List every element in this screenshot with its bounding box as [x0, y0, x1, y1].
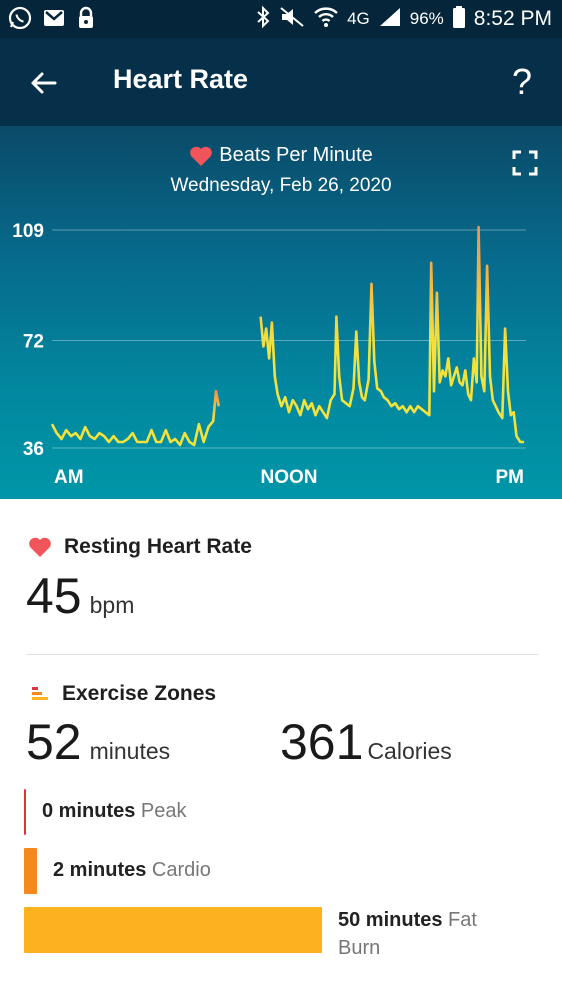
battery-icon — [452, 5, 466, 34]
zone-row-fat-burn: 50 minutes Fat Burn — [24, 907, 518, 962]
exercise-zones-section[interactable]: Exercise Zones 52 minutes 361 Calories 0… — [0, 655, 562, 999]
mute-icon — [279, 6, 305, 33]
zone-cardio-minutes: 2 minutes — [53, 859, 147, 881]
x-tick-label: NOON — [261, 467, 318, 488]
heart-rate-chart[interactable]: 36 72 109 AM NOON PM Beats Per Minute Wednesd… — [0, 126, 562, 499]
status-bar: 4G 96% 8:52 PM — [0, 0, 562, 38]
gmail-icon — [42, 8, 66, 33]
fullscreen-button[interactable] — [512, 150, 538, 176]
zones-icon — [32, 687, 48, 700]
zone-minutes-value: 52 — [26, 714, 82, 770]
wifi-icon — [313, 6, 339, 33]
zone-fat-burn-label-line2: Burn — [338, 937, 381, 959]
calories-unit: Calories — [367, 738, 452, 764]
zone-bar-fat-burn — [24, 907, 322, 953]
clock: 8:52 PM — [473, 7, 552, 30]
help-button[interactable]: ? — [511, 61, 533, 102]
back-arrow-icon — [31, 72, 57, 94]
zone-peak-label: Peak — [140, 800, 187, 822]
exercise-zones-title: Exercise Zones — [62, 682, 217, 705]
back-button[interactable] — [22, 62, 64, 104]
whatsapp-icon — [8, 6, 32, 35]
heart-icon — [29, 537, 51, 557]
fullscreen-icon — [512, 150, 538, 176]
divider — [26, 654, 538, 655]
network-type: 4G — [347, 9, 370, 28]
x-tick-label: AM — [54, 467, 84, 488]
lock-icon — [76, 6, 96, 35]
zone-fat-burn-label-line1: Fat — [448, 909, 477, 931]
zone-cardio-label: Cardio — [151, 859, 211, 881]
zone-bar-peak — [24, 789, 26, 835]
battery-percent: 96% — [409, 9, 444, 28]
chart-title: Beats Per Minute — [219, 144, 373, 166]
y-tick-label: 109 — [12, 221, 44, 242]
chart-header: Beats Per Minute Wednesday, Feb 26, 2020 — [0, 144, 562, 197]
x-tick-label: PM — [496, 467, 525, 488]
y-tick-label: 36 — [23, 439, 44, 460]
zone-row-cardio: 2 minutes Cardio — [24, 848, 211, 894]
resting-heart-rate-title: Resting Heart Rate — [64, 535, 252, 558]
heart-icon — [190, 146, 213, 166]
page-title: Heart Rate — [113, 64, 249, 94]
resting-heart-rate-value: 45 — [26, 568, 82, 624]
bluetooth-icon — [255, 5, 271, 34]
chart-date: Wednesday, Feb 26, 2020 — [170, 175, 392, 196]
chart-svg: 36 72 109 AM NOON PM — [12, 221, 526, 488]
app-bar: Heart Rate ? — [0, 38, 562, 126]
zone-minutes-unit: minutes — [89, 738, 171, 764]
zone-fat-burn-minutes: 50 minutes — [338, 909, 443, 931]
calories-value: 361 — [280, 714, 364, 770]
zone-peak-minutes: 0 minutes — [42, 800, 136, 822]
resting-heart-rate-unit: bpm — [89, 592, 135, 618]
signal-icon — [378, 6, 402, 33]
heart-rate-line — [259, 225, 525, 444]
resting-heart-rate-section[interactable]: Resting Heart Rate 45 bpm — [0, 499, 562, 655]
zone-bar-cardio — [24, 848, 37, 894]
heart-rate-line — [50, 390, 221, 447]
y-tick-label: 72 — [23, 331, 44, 352]
zone-row-peak: 0 minutes Peak — [24, 789, 187, 835]
